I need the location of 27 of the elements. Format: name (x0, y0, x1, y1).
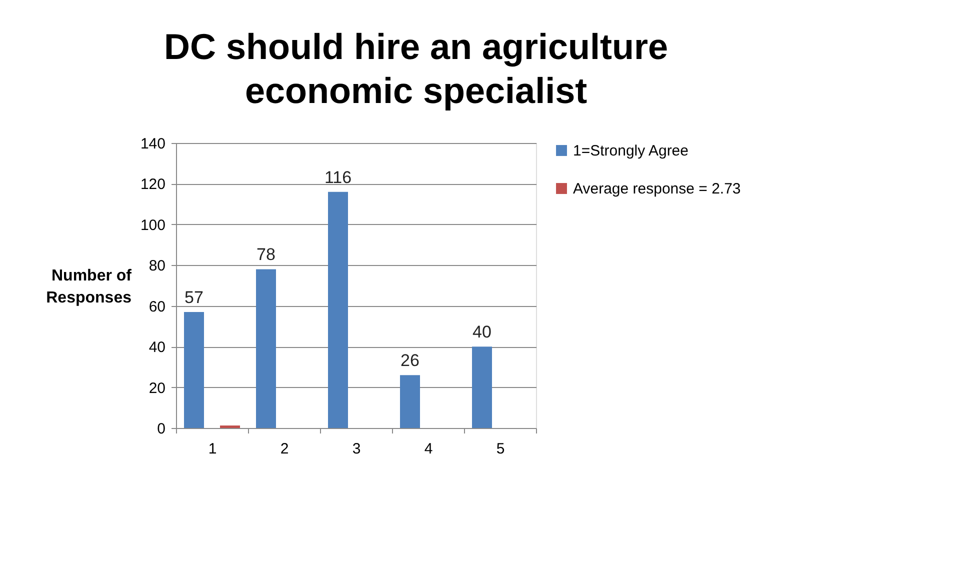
y-axis-title: Number of Responses (46, 268, 132, 306)
x-tick-label: 5 (496, 440, 505, 458)
bar (328, 192, 348, 428)
y-tick-label: 100 (140, 216, 166, 234)
y-tick-label: 80 (148, 258, 166, 275)
x-tick-label: 2 (280, 440, 289, 458)
x-tick-label: 3 (352, 440, 361, 458)
y-tick-label: 40 (148, 339, 166, 356)
y-tick-label: 120 (140, 176, 166, 194)
bar (400, 375, 420, 428)
legend-label: 1=Strongly Agree (573, 142, 688, 160)
x-tick-label: 1 (208, 440, 217, 458)
bar (184, 312, 204, 428)
y-tick-label: 0 (157, 420, 166, 438)
legend-label: Average response = 2.73 (573, 180, 741, 198)
chart-title: DC should hire an agriculture economic specialist (164, 26, 668, 111)
x-tick-label: 4 (424, 440, 433, 458)
bar (472, 346, 492, 428)
bar (256, 269, 276, 428)
data-label: 40 (472, 322, 492, 342)
y-tick-label: 140 (140, 136, 166, 152)
y-tick-label: 20 (148, 380, 166, 397)
data-label: 57 (184, 288, 204, 307)
y-tick-label: 60 (148, 298, 166, 316)
data-label: 26 (400, 351, 420, 370)
data-label: 78 (256, 245, 276, 264)
data-label: 116 (324, 168, 352, 187)
